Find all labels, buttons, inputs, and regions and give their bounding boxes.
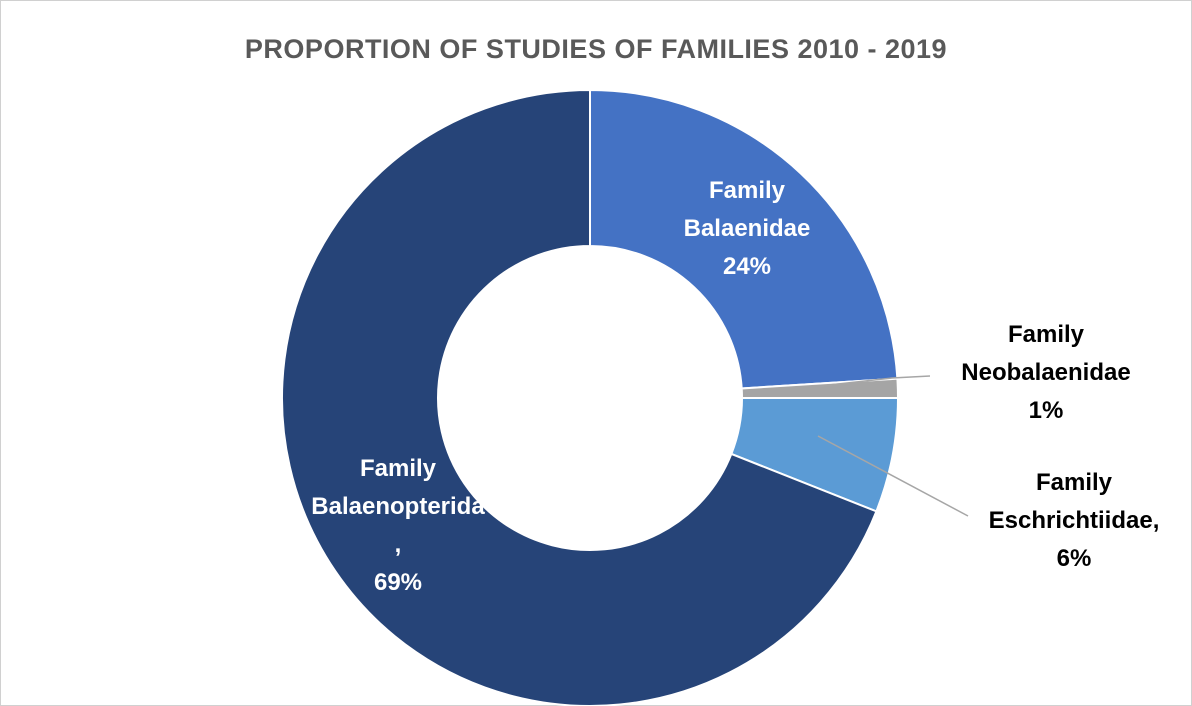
data-label-line: 1% (1029, 397, 1064, 424)
data-label-line: Family (709, 177, 786, 204)
data-label-family-eschrichtiidae: Family Eschrichtiidae, 6% (989, 469, 1160, 572)
leader-line-3 (817, 435, 969, 517)
data-label-family-balaenidae: Family Balaenidae 24% (684, 177, 811, 280)
data-label-line: Balaenidae (684, 215, 811, 242)
data-label-line: Neobalaenidae (961, 359, 1130, 386)
data-label-line: 24% (723, 253, 771, 280)
data-label-line: Family (360, 455, 437, 482)
data-label-family-balaenopteridae: Family Balaenopterida, 69% (311, 455, 485, 596)
slice-family-balaenidae (589, 88, 899, 390)
data-label-line: Eschrichtiidae, (989, 507, 1160, 534)
data-label-family-neobalaenidae: Family Neobalaenidae 1% (961, 321, 1130, 424)
leader-line-2 (819, 375, 931, 387)
data-label-line: Balaenopterida (311, 493, 485, 520)
data-label-line: Family (1036, 469, 1113, 496)
data-label-line: , (395, 531, 402, 558)
data-label-line: Family (1008, 321, 1085, 348)
data-label-line: 6% (1057, 545, 1092, 572)
chart-title: PROPORTION OF STUDIES OF FAMILIES 2010 -… (244, 34, 948, 64)
data-label-line: 69% (374, 569, 422, 596)
